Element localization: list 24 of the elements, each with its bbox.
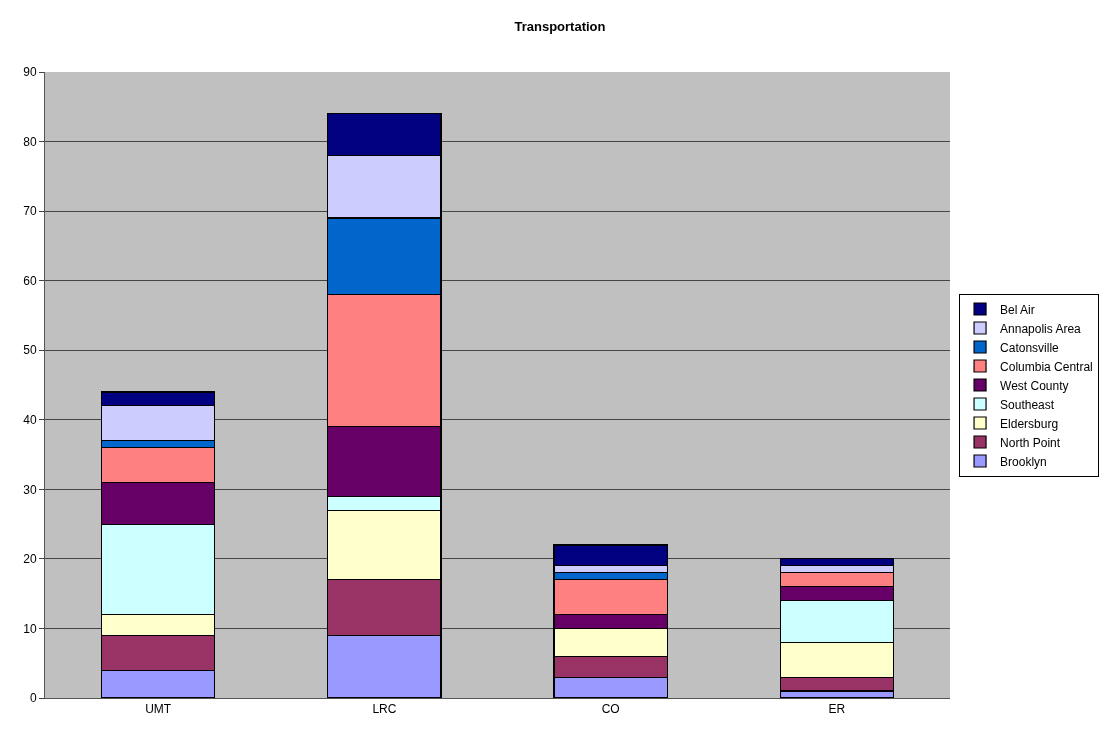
legend-label: Columbia Central xyxy=(1000,359,1093,374)
chart-title: Transportation xyxy=(514,19,606,35)
legend-label: Brooklyn xyxy=(1000,454,1047,469)
y-tick-label: 80 xyxy=(23,134,37,149)
legend-label: Southeast xyxy=(1000,397,1055,412)
y-tick-label: 90 xyxy=(23,65,37,80)
legend-label: Catonsville xyxy=(1000,340,1060,355)
x-tick-label: ER xyxy=(828,702,846,717)
y-tick-label: 10 xyxy=(23,621,37,636)
y-tick-label: 40 xyxy=(23,412,37,427)
y-tick-label: 0 xyxy=(29,691,37,706)
legend-label: Eldersburg xyxy=(1000,416,1059,431)
y-tick-label: 30 xyxy=(23,482,37,497)
legend-label: Bel Air xyxy=(1000,302,1035,317)
legend-label: North Point xyxy=(1000,435,1061,450)
legend-label: Annapolis Area xyxy=(1000,321,1082,336)
y-tick-label: 50 xyxy=(23,343,37,358)
legend-label: West County xyxy=(1000,378,1069,393)
y-tick-label: 20 xyxy=(23,552,37,567)
y-tick-label: 60 xyxy=(23,273,37,288)
x-tick-label: UMT xyxy=(145,702,172,717)
x-tick-label: CO xyxy=(601,702,620,717)
y-tick-label: 70 xyxy=(23,204,37,219)
x-tick-label: LRC xyxy=(372,702,397,717)
